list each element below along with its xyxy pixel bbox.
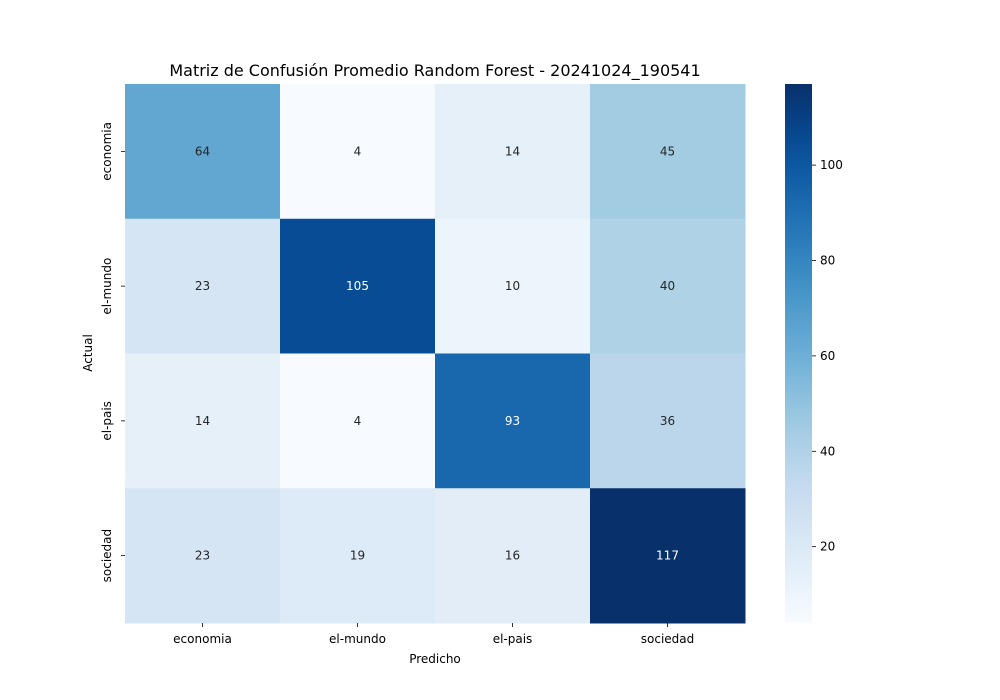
colorbar (785, 84, 812, 623)
cell-value-label: 40 (660, 279, 675, 293)
x-tick-label: sociedad (641, 632, 695, 646)
heatmap-cell (590, 353, 746, 489)
cell-value-label: 23 (195, 549, 210, 563)
x-axis-label: Predicho (409, 652, 461, 666)
colorbar-tick-label: 100 (820, 158, 843, 172)
colorbar-tick-label: 40 (820, 444, 835, 458)
heatmap-cell (125, 488, 281, 624)
cell-value-label: 14 (195, 414, 210, 428)
cell-value-label: 4 (354, 414, 362, 428)
cell-value-label: 93 (505, 414, 520, 428)
cell-value-label: 19 (350, 549, 365, 563)
heatmap-cell (125, 84, 281, 220)
heatmap-cell (435, 218, 591, 354)
colorbar-tick-label: 60 (820, 349, 835, 363)
cell-value-label: 4 (354, 144, 362, 158)
x-tick-label: el-pais (493, 632, 533, 646)
heatmap-cell (280, 218, 436, 354)
cell-value-label: 117 (656, 549, 679, 563)
heatmap-cell (435, 488, 591, 624)
y-tick-label: el-mundo (100, 258, 114, 315)
chart-title: Matriz de Confusión Promedio Random Fore… (169, 61, 700, 81)
y-tick-label: el-pais (100, 401, 114, 441)
x-axis: economia el-mundo el-pais sociedad (173, 623, 694, 646)
cell-value-label: 16 (505, 549, 520, 563)
cell-value-label: 45 (660, 144, 675, 158)
heatmap-cell (280, 84, 436, 220)
cell-value-label: 36 (660, 414, 675, 428)
heatmap-cell (590, 218, 746, 354)
heatmap-cell (280, 353, 436, 489)
x-tick-label: el-mundo (329, 632, 386, 646)
heatmap-cell (125, 218, 281, 354)
y-tick-label: economia (100, 122, 114, 181)
cell-value-label: 23 (195, 279, 210, 293)
y-axis-label: Actual (81, 334, 95, 372)
cell-value-label: 10 (505, 279, 520, 293)
heatmap-cell (435, 84, 591, 220)
heatmap-cell (590, 84, 746, 220)
heatmap-cells: 64 4 14 45 23 105 10 40 14 4 93 36 23 19 16 117 (125, 84, 746, 624)
heatmap-cell (435, 353, 591, 489)
colorbar-tick-label: 80 (820, 253, 835, 267)
y-axis: economia el-mundo el-pais sociedad (100, 122, 125, 582)
heatmap-cell (590, 488, 746, 624)
cell-value-label: 14 (505, 144, 520, 158)
heatmap-cell (125, 353, 281, 489)
cell-value-label: 105 (346, 279, 369, 293)
cell-value-label: 64 (195, 144, 210, 158)
colorbar-axis: 20 40 60 80 100 (812, 158, 843, 554)
heatmap-cell (280, 488, 436, 624)
y-tick-label: sociedad (100, 529, 114, 583)
colorbar-tick-label: 20 (820, 540, 835, 554)
x-tick-label: economia (173, 632, 232, 646)
